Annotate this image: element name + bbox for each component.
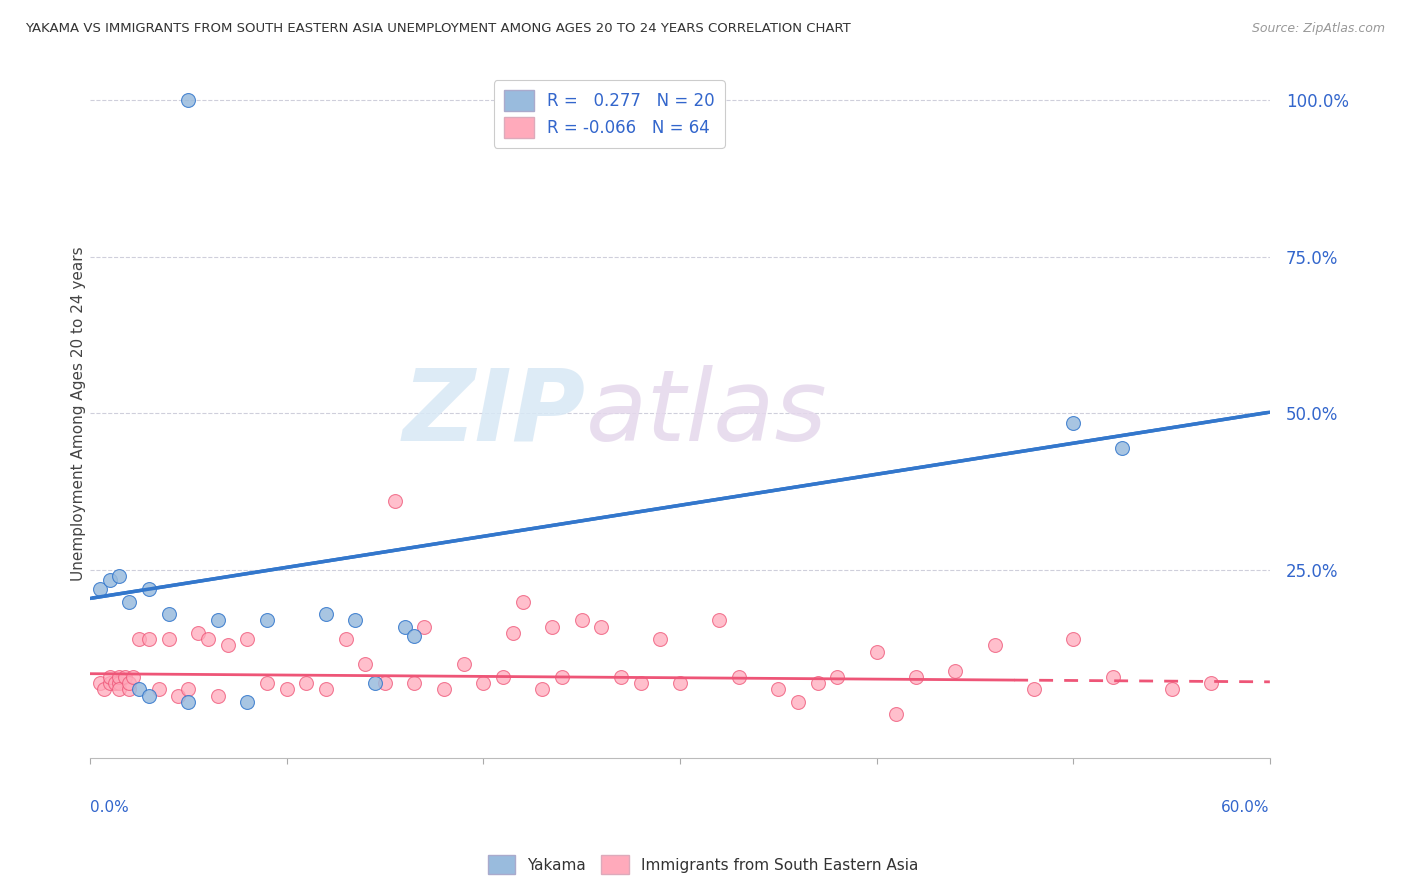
Point	[610, 670, 633, 684]
Point	[98, 676, 121, 690]
Point	[207, 613, 229, 627]
Point	[177, 695, 200, 709]
Point	[256, 613, 278, 627]
Point	[236, 632, 259, 647]
Point	[825, 670, 848, 684]
Point	[1111, 441, 1133, 455]
Point	[531, 682, 554, 697]
Point	[650, 632, 672, 647]
Point	[187, 626, 209, 640]
Point	[394, 620, 416, 634]
Point	[492, 670, 515, 684]
Point	[122, 670, 145, 684]
Point	[108, 569, 131, 583]
Point	[630, 676, 652, 690]
Point	[364, 676, 387, 690]
Point	[138, 582, 160, 596]
Point	[512, 594, 534, 608]
Point	[118, 682, 141, 697]
Point	[148, 682, 170, 697]
Point	[217, 639, 239, 653]
Point	[1062, 416, 1084, 430]
Point	[295, 676, 318, 690]
Point	[236, 695, 259, 709]
Point	[118, 676, 141, 690]
Legend: R =   0.277   N = 20, R = -0.066   N = 64: R = 0.277 N = 20, R = -0.066 N = 64	[494, 80, 724, 148]
Point	[404, 676, 426, 690]
Point	[669, 676, 692, 690]
Point	[114, 670, 136, 684]
Point	[89, 676, 111, 690]
Point	[167, 689, 190, 703]
Point	[108, 682, 131, 697]
Point	[177, 682, 200, 697]
Point	[502, 626, 524, 640]
Text: 60.0%: 60.0%	[1222, 800, 1270, 814]
Text: 0.0%: 0.0%	[90, 800, 128, 814]
Text: Source: ZipAtlas.com: Source: ZipAtlas.com	[1251, 22, 1385, 36]
Point	[207, 689, 229, 703]
Legend: Yakama, Immigrants from South Eastern Asia: Yakama, Immigrants from South Eastern As…	[481, 849, 925, 880]
Point	[89, 582, 111, 596]
Point	[374, 676, 396, 690]
Point	[709, 613, 731, 627]
Point	[335, 632, 357, 647]
Point	[98, 573, 121, 587]
Point	[904, 670, 927, 684]
Point	[93, 682, 115, 697]
Point	[766, 682, 789, 697]
Point	[786, 695, 808, 709]
Point	[1062, 632, 1084, 647]
Point	[108, 670, 131, 684]
Point	[571, 613, 593, 627]
Point	[884, 707, 907, 722]
Point	[1101, 670, 1123, 684]
Point	[541, 620, 564, 634]
Point	[108, 676, 131, 690]
Point	[433, 682, 456, 697]
Point	[453, 657, 475, 672]
Text: ZIP: ZIP	[402, 365, 585, 462]
Point	[413, 620, 436, 634]
Point	[315, 682, 337, 697]
Point	[551, 670, 574, 684]
Point	[806, 676, 828, 690]
Point	[344, 613, 367, 627]
Point	[472, 676, 495, 690]
Text: YAKAMA VS IMMIGRANTS FROM SOUTH EASTERN ASIA UNEMPLOYMENT AMONG AGES 20 TO 24 YE: YAKAMA VS IMMIGRANTS FROM SOUTH EASTERN …	[25, 22, 851, 36]
Point	[128, 682, 150, 697]
Point	[256, 676, 278, 690]
Text: atlas: atlas	[585, 365, 827, 462]
Point	[1199, 676, 1222, 690]
Point	[1022, 682, 1045, 697]
Point	[276, 682, 298, 697]
Y-axis label: Unemployment Among Ages 20 to 24 years: Unemployment Among Ages 20 to 24 years	[72, 246, 86, 581]
Point	[315, 607, 337, 621]
Point	[138, 689, 160, 703]
Point	[177, 93, 200, 107]
Point	[104, 676, 127, 690]
Point	[128, 632, 150, 647]
Point	[118, 594, 141, 608]
Point	[591, 620, 613, 634]
Point	[943, 664, 966, 678]
Point	[1160, 682, 1182, 697]
Point	[354, 657, 377, 672]
Point	[384, 494, 406, 508]
Point	[157, 632, 180, 647]
Point	[727, 670, 749, 684]
Point	[98, 670, 121, 684]
Point	[865, 645, 887, 659]
Point	[197, 632, 219, 647]
Point	[404, 629, 426, 643]
Point	[157, 607, 180, 621]
Point	[983, 639, 1005, 653]
Point	[138, 632, 160, 647]
